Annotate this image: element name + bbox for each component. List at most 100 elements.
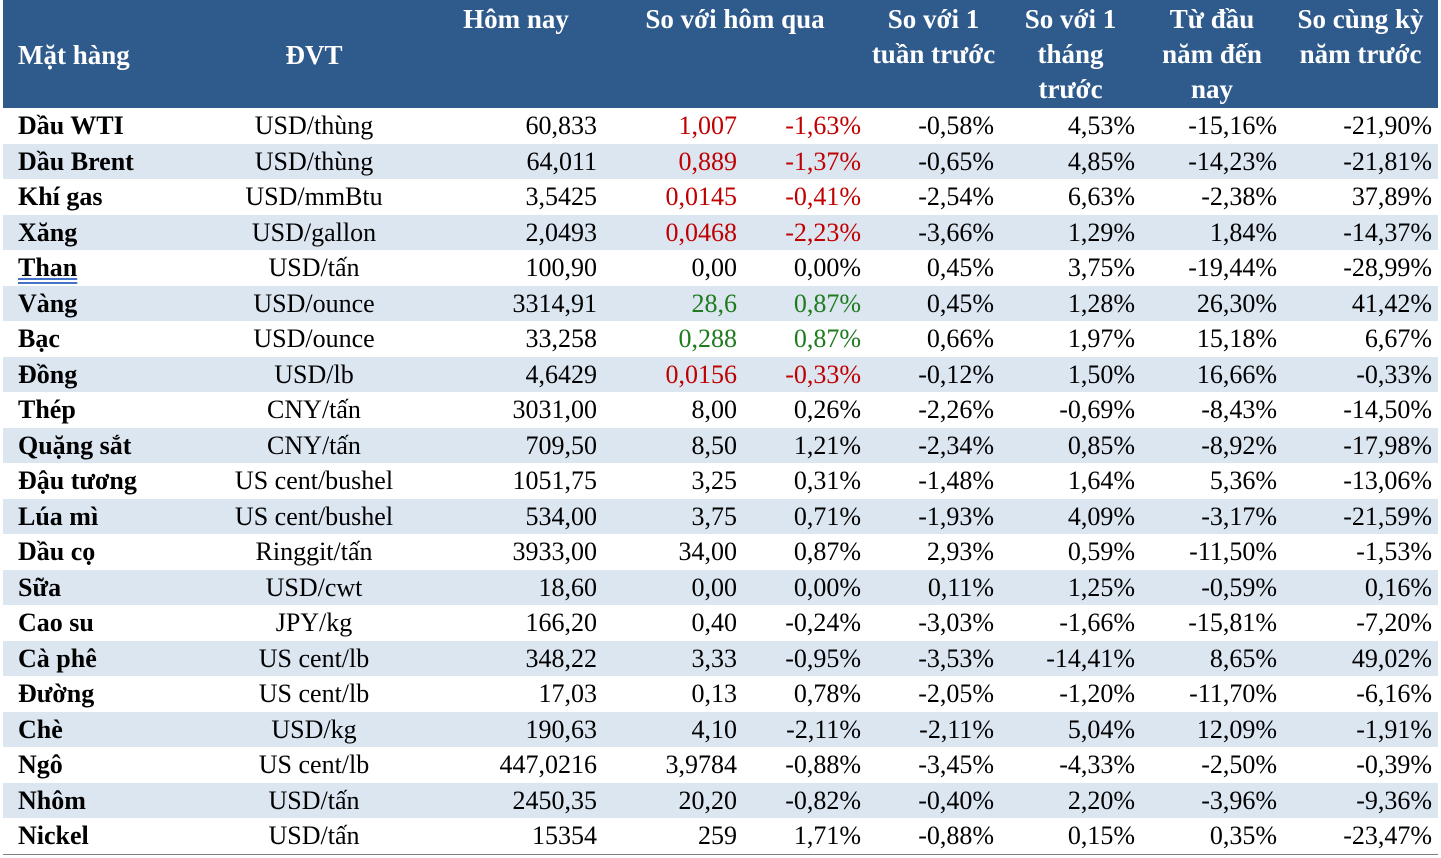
today-price: 15354: [429, 818, 603, 854]
unit-cell: USD/mmBtu: [199, 179, 429, 215]
change-vs-week: 0,45%: [867, 250, 1001, 286]
today-price: 447,0216: [429, 747, 603, 783]
header-yoy: So cùng kỳ năm trước: [1283, 0, 1439, 108]
header-vs-week: So với 1 tuần trước: [867, 0, 1001, 108]
change-vs-month: 2,20%: [1000, 782, 1142, 818]
change-yoy: 41,42%: [1283, 285, 1439, 321]
table-row: Đường US cent/lb 17,03 0,13 0,78% -2,05% -1,20…: [3, 676, 1439, 712]
change-vs-week: -1,93%: [867, 498, 1001, 534]
commodity-name: Nickel: [3, 818, 199, 854]
unit-cell: CNY/tấn: [199, 392, 429, 428]
change-vs-yesterday: 3,33: [603, 640, 743, 676]
table-row: Ngô US cent/lb 447,0216 3,9784 -0,88% -3,45% -…: [3, 747, 1439, 783]
change-yoy: -9,36%: [1283, 782, 1439, 818]
change-yoy: -14,50%: [1283, 392, 1439, 428]
change-vs-month: 1,64%: [1000, 463, 1142, 499]
percent-vs-yesterday: -1,37%: [743, 143, 868, 179]
unit-cell: US cent/bushel: [199, 463, 429, 499]
unit-cell: US cent/lb: [199, 676, 429, 712]
today-price: 64,011: [429, 143, 603, 179]
change-ytd: 15,18%: [1141, 321, 1284, 357]
change-vs-month: 5,04%: [1000, 711, 1142, 747]
change-vs-month: 0,59%: [1000, 534, 1142, 570]
today-price: 4,6429: [429, 356, 603, 392]
change-yoy: -0,39%: [1283, 747, 1439, 783]
percent-vs-yesterday: 0,71%: [743, 498, 868, 534]
change-vs-month: 1,25%: [1000, 569, 1142, 605]
change-yoy: 49,02%: [1283, 640, 1439, 676]
unit-cell: USD/cwt: [199, 569, 429, 605]
change-vs-week: -3,03%: [867, 605, 1001, 641]
unit-cell: USD/lb: [199, 356, 429, 392]
change-yoy: 0,16%: [1283, 569, 1439, 605]
unit-cell: USD/kg: [199, 711, 429, 747]
commodity-name: Ngô: [3, 747, 199, 783]
change-vs-month: -1,20%: [1000, 676, 1142, 712]
change-vs-week: 0,66%: [867, 321, 1001, 357]
change-vs-week: -0,12%: [867, 356, 1001, 392]
change-vs-week: -2,11%: [867, 711, 1001, 747]
percent-vs-yesterday: 1,21%: [743, 427, 868, 463]
unit-cell: USD/gallon: [199, 214, 429, 250]
change-ytd: -11,50%: [1141, 534, 1284, 570]
change-vs-month: 1,97%: [1000, 321, 1142, 357]
commodity-name: Dầu Brent: [3, 143, 199, 179]
commodity-name: Đồng: [3, 356, 199, 392]
commodity-name: Chè: [3, 711, 199, 747]
change-yoy: -21,90%: [1283, 108, 1439, 144]
unit-cell: CNY/tấn: [199, 427, 429, 463]
change-yoy: -0,33%: [1283, 356, 1439, 392]
unit-cell: JPY/kg: [199, 605, 429, 641]
change-vs-week: 0,45%: [867, 285, 1001, 321]
change-yoy: 37,89%: [1283, 179, 1439, 215]
today-price: 100,90: [429, 250, 603, 286]
change-ytd: 16,66%: [1141, 356, 1284, 392]
change-vs-week: -2,26%: [867, 392, 1001, 428]
percent-vs-yesterday: -2,23%: [743, 214, 868, 250]
change-yoy: 6,67%: [1283, 321, 1439, 357]
change-vs-yesterday: 8,50: [603, 427, 743, 463]
change-ytd: -0,59%: [1141, 569, 1284, 605]
unit-cell: US cent/bushel: [199, 498, 429, 534]
today-price: 17,03: [429, 676, 603, 712]
table-row: Chè USD/kg 190,63 4,10 -2,11% -2,11% 5,04% 12,0…: [3, 711, 1439, 747]
change-vs-week: -2,54%: [867, 179, 1001, 215]
change-vs-yesterday: 0,288: [603, 321, 743, 357]
change-ytd: -2,38%: [1141, 179, 1284, 215]
percent-vs-yesterday: -0,24%: [743, 605, 868, 641]
table-body: Dầu WTI USD/thùng 60,833 1,007 -1,63% -0,58% 4…: [3, 108, 1439, 854]
change-vs-yesterday: 8,00: [603, 392, 743, 428]
table-row: Khí gas USD/mmBtu 3,5425 0,0145 -0,41% -2,54%…: [3, 179, 1439, 215]
header-unit: ĐVT: [199, 0, 429, 108]
header-row: Mặt hàng ĐVT Hôm nay So với hôm qua So v…: [3, 0, 1439, 108]
percent-vs-yesterday: 0,78%: [743, 676, 868, 712]
change-vs-month: 0,85%: [1000, 427, 1142, 463]
change-vs-week: -0,58%: [867, 108, 1001, 144]
change-vs-yesterday: 0,13: [603, 676, 743, 712]
percent-vs-yesterday: 0,31%: [743, 463, 868, 499]
change-vs-week: 0,11%: [867, 569, 1001, 605]
change-vs-yesterday: 3,75: [603, 498, 743, 534]
percent-vs-yesterday: 0,00%: [743, 569, 868, 605]
change-vs-month: -4,33%: [1000, 747, 1142, 783]
today-price: 166,20: [429, 605, 603, 641]
commodity-name: Khí gas: [3, 179, 199, 215]
change-vs-week: -3,53%: [867, 640, 1001, 676]
percent-vs-yesterday: -0,95%: [743, 640, 868, 676]
change-vs-yesterday: 3,25: [603, 463, 743, 499]
change-ytd: -3,96%: [1141, 782, 1284, 818]
change-vs-month: 4,53%: [1000, 108, 1142, 144]
change-vs-yesterday: 1,007: [603, 108, 743, 144]
change-ytd: 8,65%: [1141, 640, 1284, 676]
commodity-name: Dầu WTI: [3, 108, 199, 144]
change-vs-month: 1,29%: [1000, 214, 1142, 250]
commodity-name-link[interactable]: Than: [18, 253, 78, 283]
commodity-name: Xăng: [3, 214, 199, 250]
change-vs-month: 1,50%: [1000, 356, 1142, 392]
today-price: 3,5425: [429, 179, 603, 215]
percent-vs-yesterday: 0,00%: [743, 250, 868, 286]
change-ytd: -8,43%: [1141, 392, 1284, 428]
unit-cell: USD/thùng: [199, 108, 429, 144]
today-price: 18,60: [429, 569, 603, 605]
table-row: Dầu Brent USD/thùng 64,011 0,889 -1,37% -0,65…: [3, 143, 1439, 179]
